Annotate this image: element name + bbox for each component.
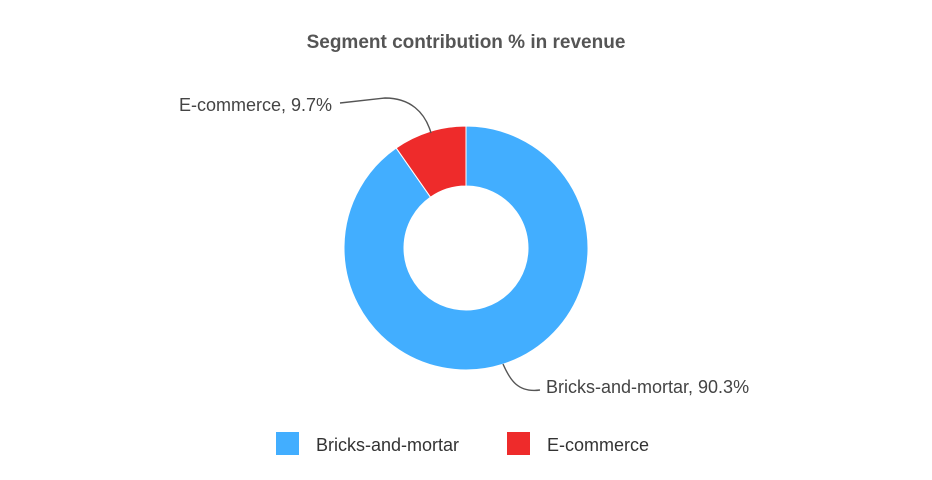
- donut-slices: [343, 125, 589, 371]
- legend: Bricks-and-mortar E-commerce: [276, 432, 649, 455]
- slice-bricks-and-mortar: [343, 125, 589, 371]
- legend-label-e-commerce: E-commerce: [547, 435, 649, 455]
- leader-line-e-commerce: [339, 97, 432, 134]
- legend-swatch-e-commerce: [507, 432, 530, 455]
- data-label-e-commerce: E-commerce, 9.7%: [179, 95, 332, 115]
- data-label-bricks-and-mortar: Bricks-and-mortar, 90.3%: [546, 377, 749, 397]
- leader-line-bricks-and-mortar: [502, 363, 541, 392]
- slice-e-commerce: [395, 125, 467, 198]
- chart-title: Segment contribution % in revenue: [307, 32, 626, 53]
- legend-label-bricks-and-mortar: Bricks-and-mortar: [316, 435, 459, 455]
- legend-swatch-bricks-and-mortar: [276, 432, 299, 455]
